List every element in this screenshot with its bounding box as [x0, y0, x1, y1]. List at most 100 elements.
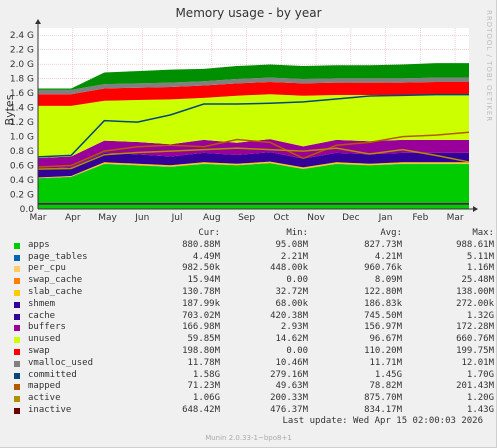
- rrdtool-watermark: RRDTOOL / TOBI OETIKER: [485, 10, 493, 123]
- legend-avg: 110.20M: [364, 345, 402, 356]
- legend-row-buffers: buffers 166.98M 2.93M 156.97M 172.28M: [14, 322, 494, 334]
- y-axis-arrow: [35, 19, 41, 24]
- legend-max: 1.43G: [466, 404, 494, 415]
- x-tick-label: Jun: [134, 213, 149, 223]
- legend-swatch: [14, 278, 20, 285]
- legend-name: mapped: [28, 381, 61, 392]
- legend-name: per_cpu: [28, 263, 66, 274]
- legend-row-swap-cache: swap_cache 15.94M 0.00 8.09M 25.48M: [14, 275, 494, 287]
- legend-avg: 745.50M: [364, 310, 402, 321]
- x-tick-label: Apr: [65, 213, 81, 223]
- y-tick-label: 0.8 G: [10, 147, 34, 157]
- legend-avg: 8.09M: [374, 275, 402, 286]
- legend-max: 1.20G: [466, 393, 494, 404]
- line-active: [37, 131, 470, 168]
- legend-rows: apps 880.88M 95.08M 827.73M 988.61M page_tabl…: [14, 239, 494, 417]
- legend-cur: 130.78M: [182, 286, 220, 297]
- legend-avg: 1.45G: [374, 369, 402, 380]
- y-tick-label: 1.2 G: [10, 118, 34, 128]
- legend-row-unused: unused 59.85M 14.62M 96.67M 660.76M: [14, 334, 494, 346]
- legend-name: swap: [28, 345, 50, 356]
- legend-row-slab-cache: slab_cache 130.78M 32.72M 122.80M 138.00M: [14, 286, 494, 299]
- footer-version: Munin 2.0.33-1~bpo8+1: [205, 434, 292, 442]
- x-tick-label: Sep: [238, 213, 255, 223]
- x-tick-label: May: [98, 213, 117, 223]
- legend-row-apps: apps 880.88M 95.08M 827.73M 988.61M: [14, 239, 494, 252]
- legend-avg: 960.76k: [364, 263, 402, 274]
- y-tick-label: 2.0 G: [10, 60, 34, 70]
- legend-swatch: [14, 407, 20, 414]
- y-tick-label: 1.4 G: [10, 104, 34, 114]
- legend-swatch: [14, 348, 20, 355]
- legend-swatch: [14, 384, 20, 391]
- legend-min: 68.00k: [275, 298, 308, 309]
- x-tick-label: Dec: [342, 213, 359, 223]
- legend-cur: 648.42M: [182, 404, 220, 415]
- legend-header-min: Min:: [286, 228, 308, 238]
- legend-min: 200.33M: [270, 393, 308, 404]
- legend-avg: 78.82M: [369, 381, 402, 392]
- legend-swatch: [14, 301, 20, 308]
- y-tick-label: 0.4 G: [10, 176, 34, 186]
- legend-max: 1.16M: [466, 263, 494, 274]
- legend-name: slab_cache: [28, 286, 83, 297]
- y-tick-label: 1.6 G: [10, 89, 34, 99]
- legend-name: shmem: [28, 298, 56, 309]
- legend-row-per-cpu: per_cpu 982.50k 448.00k 960.76k 1.16M: [14, 263, 494, 275]
- area-cache: [38, 94, 469, 158]
- legend-cur: 4.49M: [192, 251, 220, 262]
- line-inactive: [37, 147, 470, 170]
- x-tick-label: Mar: [30, 213, 47, 223]
- legend-avg: 834.17M: [364, 404, 402, 415]
- legend-max: 272.00k: [456, 298, 494, 309]
- legend-min: 49.63M: [275, 381, 308, 392]
- legend-avg: 11.71M: [369, 357, 402, 368]
- legend-cur: 11.78M: [187, 357, 220, 368]
- legend-max: 199.75M: [456, 345, 494, 356]
- legend-max: 660.76M: [456, 334, 494, 345]
- legend-cur: 198.80M: [182, 345, 220, 356]
- y-tick-label: 0.0: [20, 205, 35, 215]
- legend-name: unused: [28, 334, 61, 345]
- legend-row-page-tables: page_tables 4.49M 2.21M 4.21M 5.11M: [14, 251, 494, 264]
- legend-avg: 122.80M: [364, 286, 402, 297]
- area-swap_cache: [38, 161, 469, 179]
- area-unused: [38, 77, 469, 95]
- legend-row-vmalloc-used: vmalloc_used 11.78M 10.46M 11.71M 12.01M: [14, 357, 494, 370]
- legend-max: 12.01M: [461, 357, 494, 368]
- legend-max: 5.11M: [466, 251, 494, 262]
- legend-swatch: [14, 289, 20, 296]
- legend-min: 420.38M: [270, 310, 308, 321]
- legend-cur: 59.85M: [187, 334, 220, 345]
- legend-header-avg: Avg:: [380, 228, 402, 238]
- legend-min: 2.21M: [280, 251, 308, 262]
- legend-max: 201.43M: [456, 381, 494, 392]
- legend-avg: 96.67M: [369, 334, 402, 345]
- legend-cur: 71.23M: [187, 381, 220, 392]
- legend-swatch: [14, 254, 20, 261]
- last-update: Last update: Wed Apr 15 02:00:03 2026: [282, 416, 483, 426]
- legend-cur: 982.50k: [182, 263, 220, 274]
- y-tick-label: 1.0 G: [10, 133, 34, 143]
- chart-svg: 0.0 0.2 G 0.4 G 0.6 G 0.8 G 1.0 G 1.2 G 1.4 G 1.…: [10, 19, 478, 223]
- legend-min: 279.16M: [270, 369, 308, 380]
- legend-swatch: [14, 360, 20, 367]
- axes: 0.0 0.2 G 0.4 G 0.6 G 0.8 G 1.0 G 1.2 G 1.4 G 1.…: [10, 19, 478, 223]
- legend-name: swap_cache: [28, 275, 83, 286]
- y-tick-label: 2.4 G: [10, 31, 34, 41]
- legend-cur: 880.88M: [182, 239, 220, 250]
- legend-swatch: [14, 337, 20, 344]
- chart-title: Memory usage - by year: [175, 6, 322, 20]
- legend-header: Cur: Min: Avg: Max:: [14, 228, 494, 240]
- legend-max: 172.28M: [456, 322, 494, 333]
- legend-row-mapped: mapped 71.23M 49.63M 78.82M 201.43M: [14, 381, 494, 393]
- y-tick-label: 1.8 G: [10, 75, 34, 85]
- legend-row-cache: cache 703.02M 420.38M 745.50M 1.32G: [14, 310, 494, 323]
- legend-avg: 186.83k: [364, 298, 402, 309]
- legend-name: apps: [28, 239, 50, 250]
- legend-avg: 156.97M: [364, 322, 402, 333]
- area-apps: [38, 163, 469, 209]
- legend-min: 476.37M: [270, 404, 308, 415]
- x-axis-arrow: [473, 206, 478, 212]
- legend-name: active: [28, 393, 61, 404]
